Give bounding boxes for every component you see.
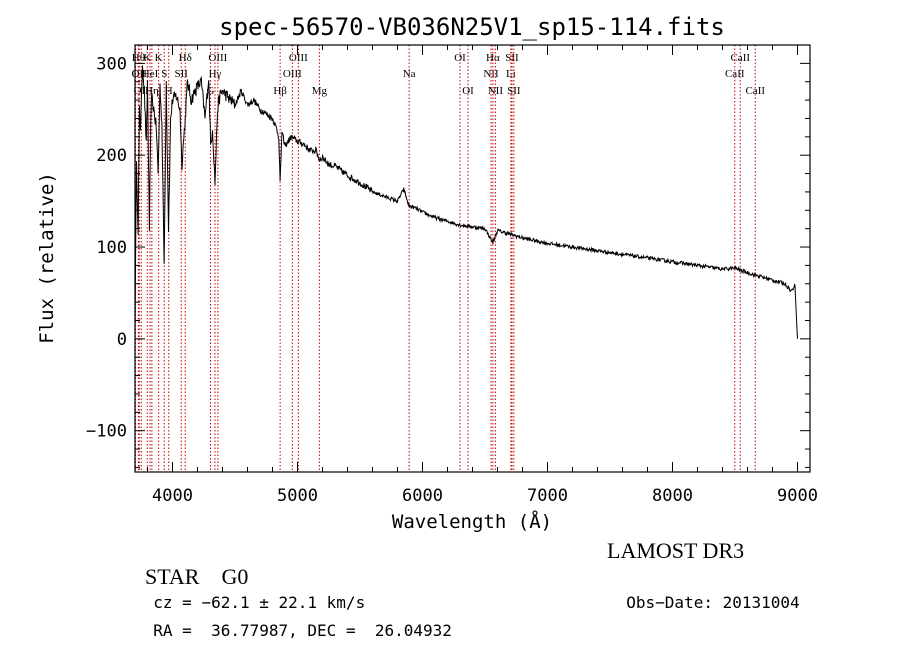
line-label-19: Na bbox=[403, 68, 416, 80]
line-label-12: G bbox=[207, 85, 215, 97]
dec-label: DEC = bbox=[307, 621, 366, 640]
line-label-22: NII bbox=[483, 68, 499, 80]
line-label-8: S bbox=[161, 68, 167, 80]
line-label-18: Mg bbox=[312, 85, 328, 97]
line-label-4: K bbox=[143, 52, 151, 64]
line-label-6: Hη bbox=[145, 85, 159, 97]
line-label-24: NII bbox=[488, 85, 504, 97]
line-label-30: CaII bbox=[745, 85, 765, 97]
ra-label: RA = bbox=[153, 621, 202, 640]
y-tick-label-200: 200 bbox=[96, 146, 127, 166]
cz-label: cz = bbox=[153, 593, 202, 612]
line-label-11: SII bbox=[175, 68, 189, 80]
y-tick-label--100: −100 bbox=[86, 422, 127, 442]
y-tick-label-100: 100 bbox=[96, 238, 127, 258]
line-label-21: OI bbox=[462, 85, 474, 97]
coordinates-line: RA = 36.77987, DEC = 26.04932 bbox=[153, 621, 452, 640]
dec-value: 26.04932 bbox=[374, 621, 452, 640]
line-label-23: Hα bbox=[486, 52, 500, 64]
line-label-27: SII bbox=[507, 85, 521, 97]
spectral-line-markers: OHθOIIOIIKHeIHηKSHHδSIIGHγOIIIHβOIIIOIII… bbox=[132, 45, 765, 472]
y-axis-label: Flux (relative) bbox=[36, 172, 58, 344]
plot-frame bbox=[134, 44, 811, 473]
x-tick-label-6000: 6000 bbox=[402, 486, 443, 506]
line-label-15: Hβ bbox=[273, 85, 287, 97]
line-label-20: OI bbox=[454, 52, 466, 64]
chart-title: spec-56570-VB036N25V1_sp15-114.fits bbox=[219, 13, 725, 41]
x-tick-label-9000: 9000 bbox=[777, 486, 818, 506]
line-label-28: CaII bbox=[725, 68, 745, 80]
y-axis: −100 0 100 200 300 bbox=[86, 44, 810, 468]
line-label-13: Hγ bbox=[209, 68, 222, 80]
obs-date-line: Obs−Date: 20131004 bbox=[607, 574, 800, 612]
x-tick-label-7000: 7000 bbox=[527, 486, 568, 506]
survey-label: LAMOST DR3 bbox=[607, 538, 745, 563]
line-label-29: CaII bbox=[730, 52, 750, 64]
x-tick-label-8000: 8000 bbox=[652, 486, 693, 506]
line-label-25: Li bbox=[506, 68, 516, 80]
line-label-14: OIII bbox=[208, 52, 227, 64]
line-label-7: K bbox=[155, 52, 163, 64]
spectrum-chart: spec-56570-VB036N25V1_sp15-114.fits OHθO… bbox=[36, 13, 818, 533]
line-label-10: Hδ bbox=[179, 52, 192, 64]
obs-date-value: 20131004 bbox=[722, 593, 800, 612]
spectrum-series bbox=[134, 65, 798, 339]
line-label-16: OIII bbox=[283, 68, 302, 80]
object-class: STAR G0 bbox=[134, 538, 248, 590]
x-axis: 4000 5000 6000 7000 8000 9000 bbox=[147, 45, 818, 506]
y-tick-label-300: 300 bbox=[96, 54, 127, 74]
x-tick-label-5000: 5000 bbox=[277, 486, 318, 506]
ra-value: 36.77987 bbox=[211, 621, 289, 640]
cz-value: −62.1 ± 22.1 km/s bbox=[201, 593, 366, 612]
subclass-label: G0 bbox=[221, 564, 249, 589]
line-label-26: SII bbox=[505, 52, 519, 64]
x-tick-label-4000: 4000 bbox=[152, 486, 193, 506]
redshift-line: cz = −62.1 ± 22.1 km/s bbox=[134, 574, 365, 612]
class-label: STAR bbox=[145, 564, 200, 589]
line-label-9: H bbox=[165, 85, 173, 97]
line-label-17: OIII bbox=[289, 52, 308, 64]
line-label-5: HeI bbox=[142, 68, 159, 80]
x-axis-label: Wavelength (Å) bbox=[392, 510, 552, 533]
obs-date-label: Obs−Date: bbox=[626, 593, 723, 612]
y-tick-label-0: 0 bbox=[117, 330, 127, 350]
spectrum-line bbox=[134, 65, 798, 339]
